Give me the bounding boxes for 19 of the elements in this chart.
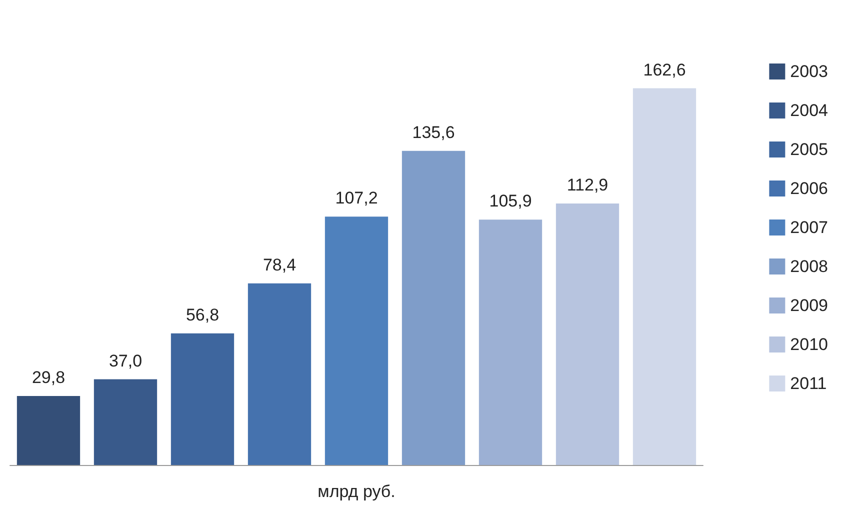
legend-label: 2010 — [790, 335, 828, 354]
data-label: 29,8 — [32, 368, 66, 387]
data-label: 56,8 — [186, 305, 220, 324]
data-label: 78,4 — [262, 255, 296, 274]
data-label: 37,0 — [108, 351, 142, 370]
legend-label: 2006 — [790, 179, 828, 198]
x-axis-title: млрд руб. — [318, 482, 396, 501]
legend-label: 2004 — [790, 101, 828, 120]
legend-label: 2011 — [790, 374, 827, 393]
legend-label: 2008 — [790, 257, 828, 276]
legend-label: 2009 — [790, 296, 828, 315]
data-label: 162,6 — [643, 60, 686, 80]
legend-label: 2003 — [790, 62, 828, 81]
legend-label: 2007 — [790, 218, 828, 237]
data-label: 135,6 — [412, 122, 455, 142]
legend-label: 2005 — [790, 140, 828, 159]
data-label: 107,2 — [335, 188, 378, 208]
data-label: 112,9 — [566, 175, 608, 194]
data-label: 105,9 — [489, 192, 532, 211]
